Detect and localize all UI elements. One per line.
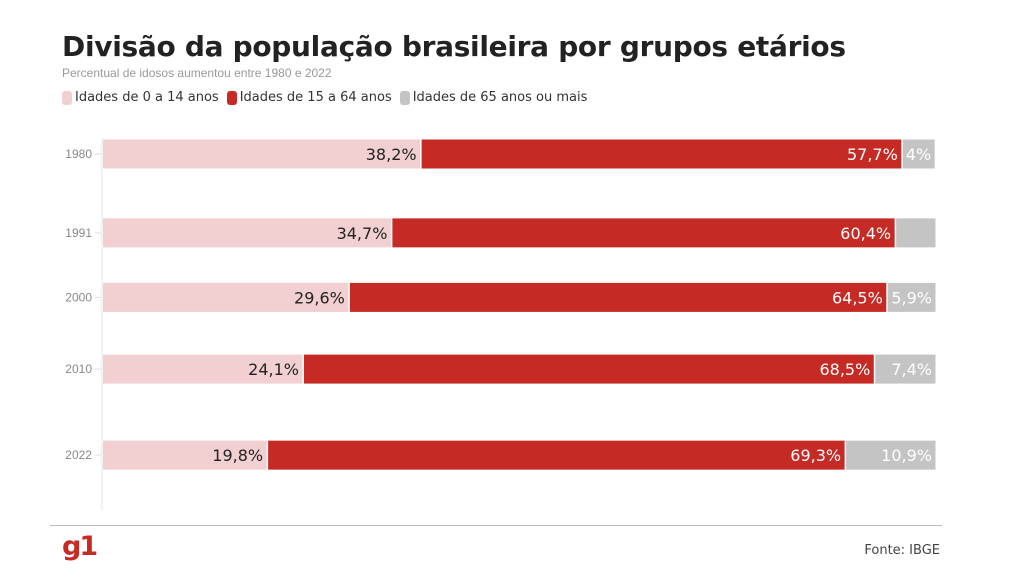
legend-item: Idades de 0 a 14 anos — [62, 90, 219, 105]
y-tick-label: 1991 — [65, 226, 92, 240]
source-note: Fonte: IBGE — [864, 543, 940, 558]
legend-item: Idades de 65 anos ou mais — [399, 90, 588, 105]
bar-segment — [875, 354, 936, 384]
legend-swatch — [226, 90, 237, 105]
data-label: 5,9% — [891, 288, 932, 307]
data-label: 38,2% — [366, 145, 417, 164]
bar-segment — [349, 282, 887, 312]
data-label: 10,9% — [881, 446, 932, 465]
bar-segment — [103, 282, 349, 312]
chart-title: Divisão da população brasileira por grup… — [62, 30, 846, 63]
y-tick-label: 1980 — [65, 147, 92, 161]
legend: Idades de 0 a 14 anos Idades de 15 a 64 … — [62, 90, 587, 105]
data-label: 24,1% — [248, 360, 299, 379]
legend-swatch — [62, 90, 72, 105]
data-label: 69,3% — [790, 446, 841, 465]
data-label: 57,7% — [847, 145, 898, 164]
legend-label: Idades de 15 a 64 anos — [239, 90, 392, 105]
data-label: 29,6% — [294, 288, 345, 307]
y-tick-label: 2022 — [65, 448, 92, 462]
bar-segment — [887, 282, 936, 312]
bar-segment — [103, 139, 421, 169]
g1-logo: g1 — [62, 531, 98, 562]
legend-swatch — [399, 90, 410, 105]
bar-segment — [421, 139, 902, 169]
bar-segment — [902, 139, 935, 169]
data-label: 7,4% — [891, 360, 932, 379]
data-label: 34,7% — [337, 224, 388, 243]
data-label: 68,5% — [819, 360, 870, 379]
bar-segment — [392, 218, 895, 248]
y-tick-label: 2010 — [65, 362, 92, 376]
legend-label: Idades de 65 anos ou mais — [412, 90, 588, 105]
bar-segment — [103, 218, 391, 248]
bar-segment — [103, 354, 303, 384]
data-label: 19,8% — [212, 446, 263, 465]
data-label: 4% — [906, 145, 931, 164]
bar-segment — [268, 440, 845, 470]
data-label: 64,5% — [832, 288, 883, 307]
bar-segment — [303, 354, 874, 384]
bar-segment — [103, 440, 267, 470]
legend-item: Idades de 15 a 64 anos — [226, 90, 392, 105]
data-label: 60,4% — [840, 224, 891, 243]
y-tick-label: 2000 — [65, 290, 92, 304]
bar-segment — [896, 218, 936, 248]
legend-label: Idades de 0 a 14 anos — [75, 90, 219, 105]
chart-subtitle: Percentual de idosos aumentou entre 1980… — [62, 66, 332, 80]
footer-divider — [50, 525, 942, 526]
bar-segment — [846, 440, 936, 470]
